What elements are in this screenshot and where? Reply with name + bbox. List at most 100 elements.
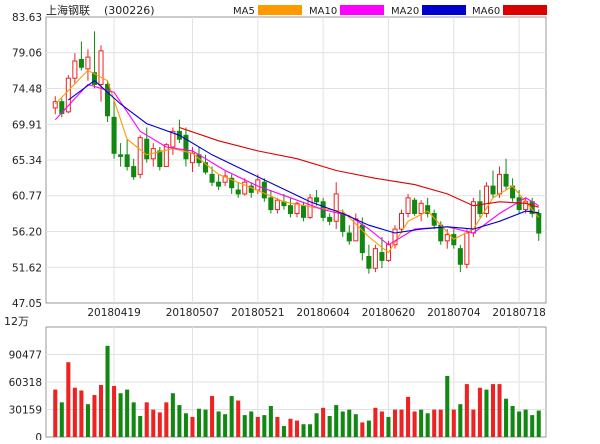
candle-body — [222, 175, 228, 183]
candle-body — [183, 134, 189, 160]
candlestick — [248, 182, 254, 198]
chart-header: 上海钢联 (300226) MA5 MA10 MA20 MA60 — [46, 3, 547, 17]
candlestick — [287, 197, 293, 218]
candlestick — [346, 225, 352, 245]
legend-ma5-swatch — [258, 5, 302, 15]
volume-bar — [105, 345, 110, 437]
volume-bar — [451, 409, 456, 437]
candle-body — [170, 130, 176, 148]
volume-bar — [497, 384, 502, 437]
candlestick — [314, 190, 320, 206]
candlestick — [105, 80, 111, 123]
candlestick — [379, 236, 385, 269]
candle-body — [412, 199, 418, 214]
candlestick — [137, 135, 143, 179]
volume-bar — [510, 405, 515, 437]
volume-bar — [151, 409, 156, 437]
volume-bar — [523, 409, 528, 437]
volume-bar — [275, 416, 280, 437]
date-axis: 20180419 20180507 20180521 20180604 20180620… — [87, 307, 546, 319]
volume-bar — [131, 402, 136, 437]
candle-body — [274, 199, 280, 211]
volume-bar — [308, 424, 313, 437]
candlestick — [111, 100, 117, 159]
volume-bar — [255, 416, 260, 437]
candle-body — [333, 193, 339, 222]
volume-bar — [530, 415, 535, 437]
ma-line-ma10 — [54, 83, 539, 246]
volume-bar — [118, 393, 123, 437]
price-tick-label: 47.05 — [12, 298, 42, 310]
candle-body — [516, 197, 522, 211]
volume-bar — [262, 415, 267, 437]
candlestick — [399, 209, 405, 234]
moving-average-lines — [54, 69, 540, 254]
candlestick — [418, 200, 424, 222]
stock-code: (300226) — [104, 4, 155, 17]
candlestick — [124, 139, 130, 171]
candlestick — [222, 170, 228, 187]
price-tick-label: 60.77 — [12, 191, 42, 203]
candlestick — [118, 143, 124, 167]
candle-body — [78, 58, 84, 68]
candle-body — [72, 60, 78, 79]
volume-bar — [170, 393, 175, 437]
volume-bar — [210, 395, 215, 437]
candle-body — [418, 202, 424, 214]
volume-bar — [79, 390, 84, 437]
candlestick — [431, 209, 437, 230]
volume-bar — [183, 413, 188, 437]
date-tick-label: 20180419 — [87, 307, 140, 319]
candle-body — [157, 150, 163, 168]
candlestick — [72, 53, 78, 85]
candle-body — [287, 205, 293, 214]
date-tick-label: 20180620 — [362, 307, 415, 319]
stock-name: 上海钢联 — [46, 3, 90, 17]
volume-tick-label: 30159 — [9, 405, 42, 417]
volume-bar — [327, 416, 332, 437]
candle-body — [268, 197, 274, 211]
candle-body — [314, 197, 320, 203]
candlestick — [274, 197, 280, 214]
candle-body — [131, 166, 137, 178]
price-tick-label: 51.62 — [12, 262, 42, 274]
volume-bar — [223, 414, 228, 437]
candle-body — [111, 116, 117, 154]
candle-body — [340, 212, 346, 232]
price-tick-label: 79.06 — [12, 48, 42, 60]
candle-body — [85, 56, 91, 70]
candle-body — [203, 162, 209, 173]
volume-bar — [164, 402, 169, 437]
price-y-ticks: 83.63 79.06 74.48 69.91 65.34 60.77 56.20 51.62… — [12, 12, 42, 310]
candlestick — [405, 193, 411, 218]
volume-bar — [85, 404, 90, 437]
candle-body — [301, 205, 307, 218]
volume-bar — [249, 411, 254, 437]
candlestick — [470, 197, 476, 237]
volume-tick-label: 90477 — [9, 350, 42, 362]
volume-bar — [190, 416, 195, 437]
candlestick — [157, 147, 163, 171]
candlestick — [65, 75, 71, 114]
candlestick — [425, 197, 431, 218]
legend-ma10-label: MA10 — [309, 6, 337, 17]
price-tick-label: 65.34 — [12, 155, 42, 167]
volume-bar — [288, 418, 293, 437]
ma-line-ma5 — [54, 69, 540, 254]
volume-bar — [458, 404, 463, 437]
volume-bar — [406, 396, 411, 437]
candle-body — [137, 137, 143, 175]
legend-ma60-label: MA60 — [472, 6, 500, 17]
candlestick — [412, 197, 418, 216]
volume-bar — [438, 409, 443, 437]
candle-body — [52, 101, 58, 109]
candle-body — [346, 232, 352, 242]
candle-body — [431, 212, 437, 226]
volume-bar — [66, 362, 71, 437]
candlestick — [261, 178, 267, 202]
volume-bar — [294, 420, 300, 437]
volume-bar — [334, 405, 339, 437]
volume-bar — [72, 387, 77, 437]
candle-body — [294, 202, 300, 214]
